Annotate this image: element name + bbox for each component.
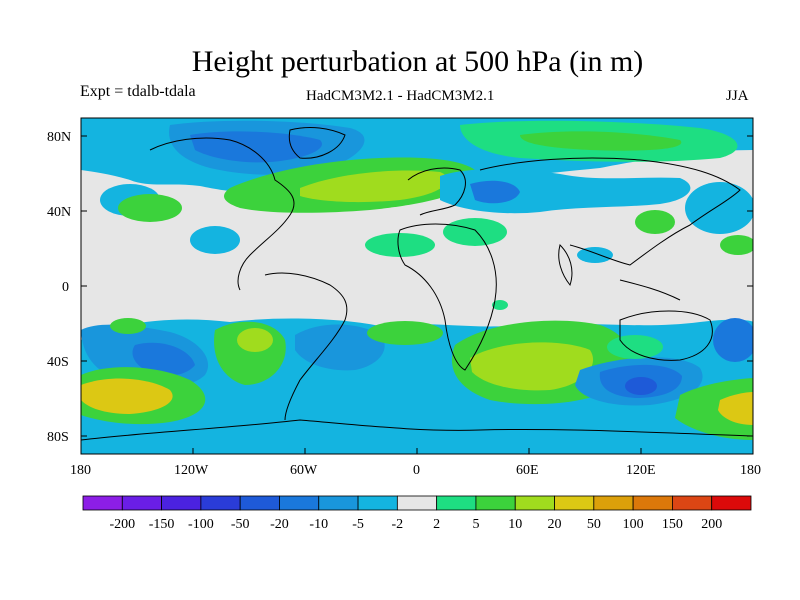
colorbar-label: 10 (508, 517, 522, 532)
colorbar-label: 20 (548, 517, 562, 532)
lat-label-80s: 80S (47, 430, 69, 445)
lon-label-120w: 120W (174, 463, 209, 478)
colorbar-label: -50 (231, 517, 250, 532)
colorbar-label: 100 (623, 517, 644, 532)
asia-high (635, 210, 675, 234)
colorbar-swatch (200, 495, 241, 511)
colorbar-swatch (711, 495, 752, 511)
south-pacific-high-core (237, 328, 273, 352)
asia-low (685, 182, 753, 234)
lon-label-0: 0 (413, 463, 420, 478)
europe-coast (407, 167, 466, 216)
pacific-east-high (720, 235, 753, 255)
north-america-coast (149, 137, 295, 291)
south-pacific-low-core (132, 342, 195, 376)
north-atlantic-high-core (300, 170, 448, 203)
australia-southeast-high (675, 378, 753, 440)
indian-ocean-low-deep (625, 377, 657, 395)
colorbar-swatch (554, 495, 595, 511)
lon-label-180e: 180 (740, 463, 761, 478)
colorbar-label: -2 (392, 517, 404, 532)
season-label: JJA (726, 88, 749, 104)
south-indian-high-core (470, 342, 594, 391)
indonesia-coast (619, 279, 681, 301)
colorbar-label: -150 (149, 517, 175, 532)
arabia-low (577, 247, 613, 263)
lat-label-40n: 40N (47, 205, 71, 220)
lat-label-40s: 40S (47, 355, 69, 370)
australia-east-low (713, 318, 753, 362)
colorbar-swatch (396, 495, 438, 511)
siberia-high-core (520, 131, 682, 151)
colorbar-swatch (82, 495, 123, 511)
coastlines (81, 127, 753, 441)
australia-coast (619, 310, 713, 361)
page-title: Height perturbation at 500 hPa (in m) (191, 45, 644, 78)
pacific-north-high (118, 194, 182, 222)
colorbar-swatch (318, 495, 359, 511)
colorbar-swatch (436, 495, 477, 511)
colorbar: -200 -150 -100 -50 -20 -10 -5 -2 2 5 10 20 50 100 150 2… (82, 495, 752, 532)
contour-field (81, 118, 753, 454)
tropical-atlantic-low (367, 321, 443, 345)
south-pole-high-core (81, 378, 173, 414)
colorbar-label: -10 (309, 517, 328, 532)
africa-low (492, 300, 508, 310)
colorbar-label: -100 (188, 517, 214, 532)
tropical-pacific-low (110, 318, 146, 334)
colorbar-label: 2 (433, 517, 440, 532)
colorbar-label: 50 (587, 517, 601, 532)
colorbar-swatch (514, 495, 555, 511)
australia-southeast-high-core (718, 392, 753, 425)
greenland-coast (288, 127, 346, 159)
colorbar-swatch (279, 495, 320, 511)
colorbar-label: 150 (662, 517, 683, 532)
pacific-north-low-2 (190, 226, 240, 254)
colorbar-swatch (161, 495, 202, 511)
model-label: HadCM3M2.1 - HadCM3M2.1 (306, 88, 495, 104)
lat-label-0: 0 (62, 280, 69, 295)
colorbar-swatch (632, 495, 673, 511)
india-coast (558, 244, 573, 287)
lat-label-80n: 80N (47, 130, 71, 145)
experiment-label: Expt = tdalb-tdala (80, 83, 196, 100)
colorbar-swatch (121, 495, 162, 511)
colorbar-swatch (672, 495, 713, 511)
south-america-coast (264, 272, 348, 421)
colorbar-label: 200 (701, 517, 722, 532)
colorbar-label: -20 (270, 517, 289, 532)
longitude-axis: 180 120W 60W 0 60E 120E 180 (70, 463, 761, 478)
lon-label-60e: 60E (516, 463, 539, 478)
colorbar-swatch (239, 495, 280, 511)
europe-high (443, 218, 507, 246)
colorbar-label: 5 (472, 517, 479, 532)
latitude-axis: 80N 40N 0 40S 80S (47, 130, 71, 445)
africa-coast (397, 223, 497, 371)
colorbar-swatch (357, 495, 398, 511)
atlantic-subtropical-high (365, 233, 435, 257)
colorbar-label: -5 (352, 517, 364, 532)
lon-label-180w: 180 (70, 463, 91, 478)
antarctica-coast (81, 419, 753, 441)
colorbar-swatch (593, 495, 634, 511)
colorbar-label: -200 (109, 517, 135, 532)
axis-ticks (81, 135, 753, 454)
australia-west-high (607, 335, 663, 359)
lon-label-120e: 120E (626, 463, 656, 478)
colorbar-swatch (475, 495, 516, 511)
eurasia-low-core (470, 180, 520, 204)
asia-coast (479, 157, 741, 266)
lon-label-60w: 60W (290, 463, 318, 478)
